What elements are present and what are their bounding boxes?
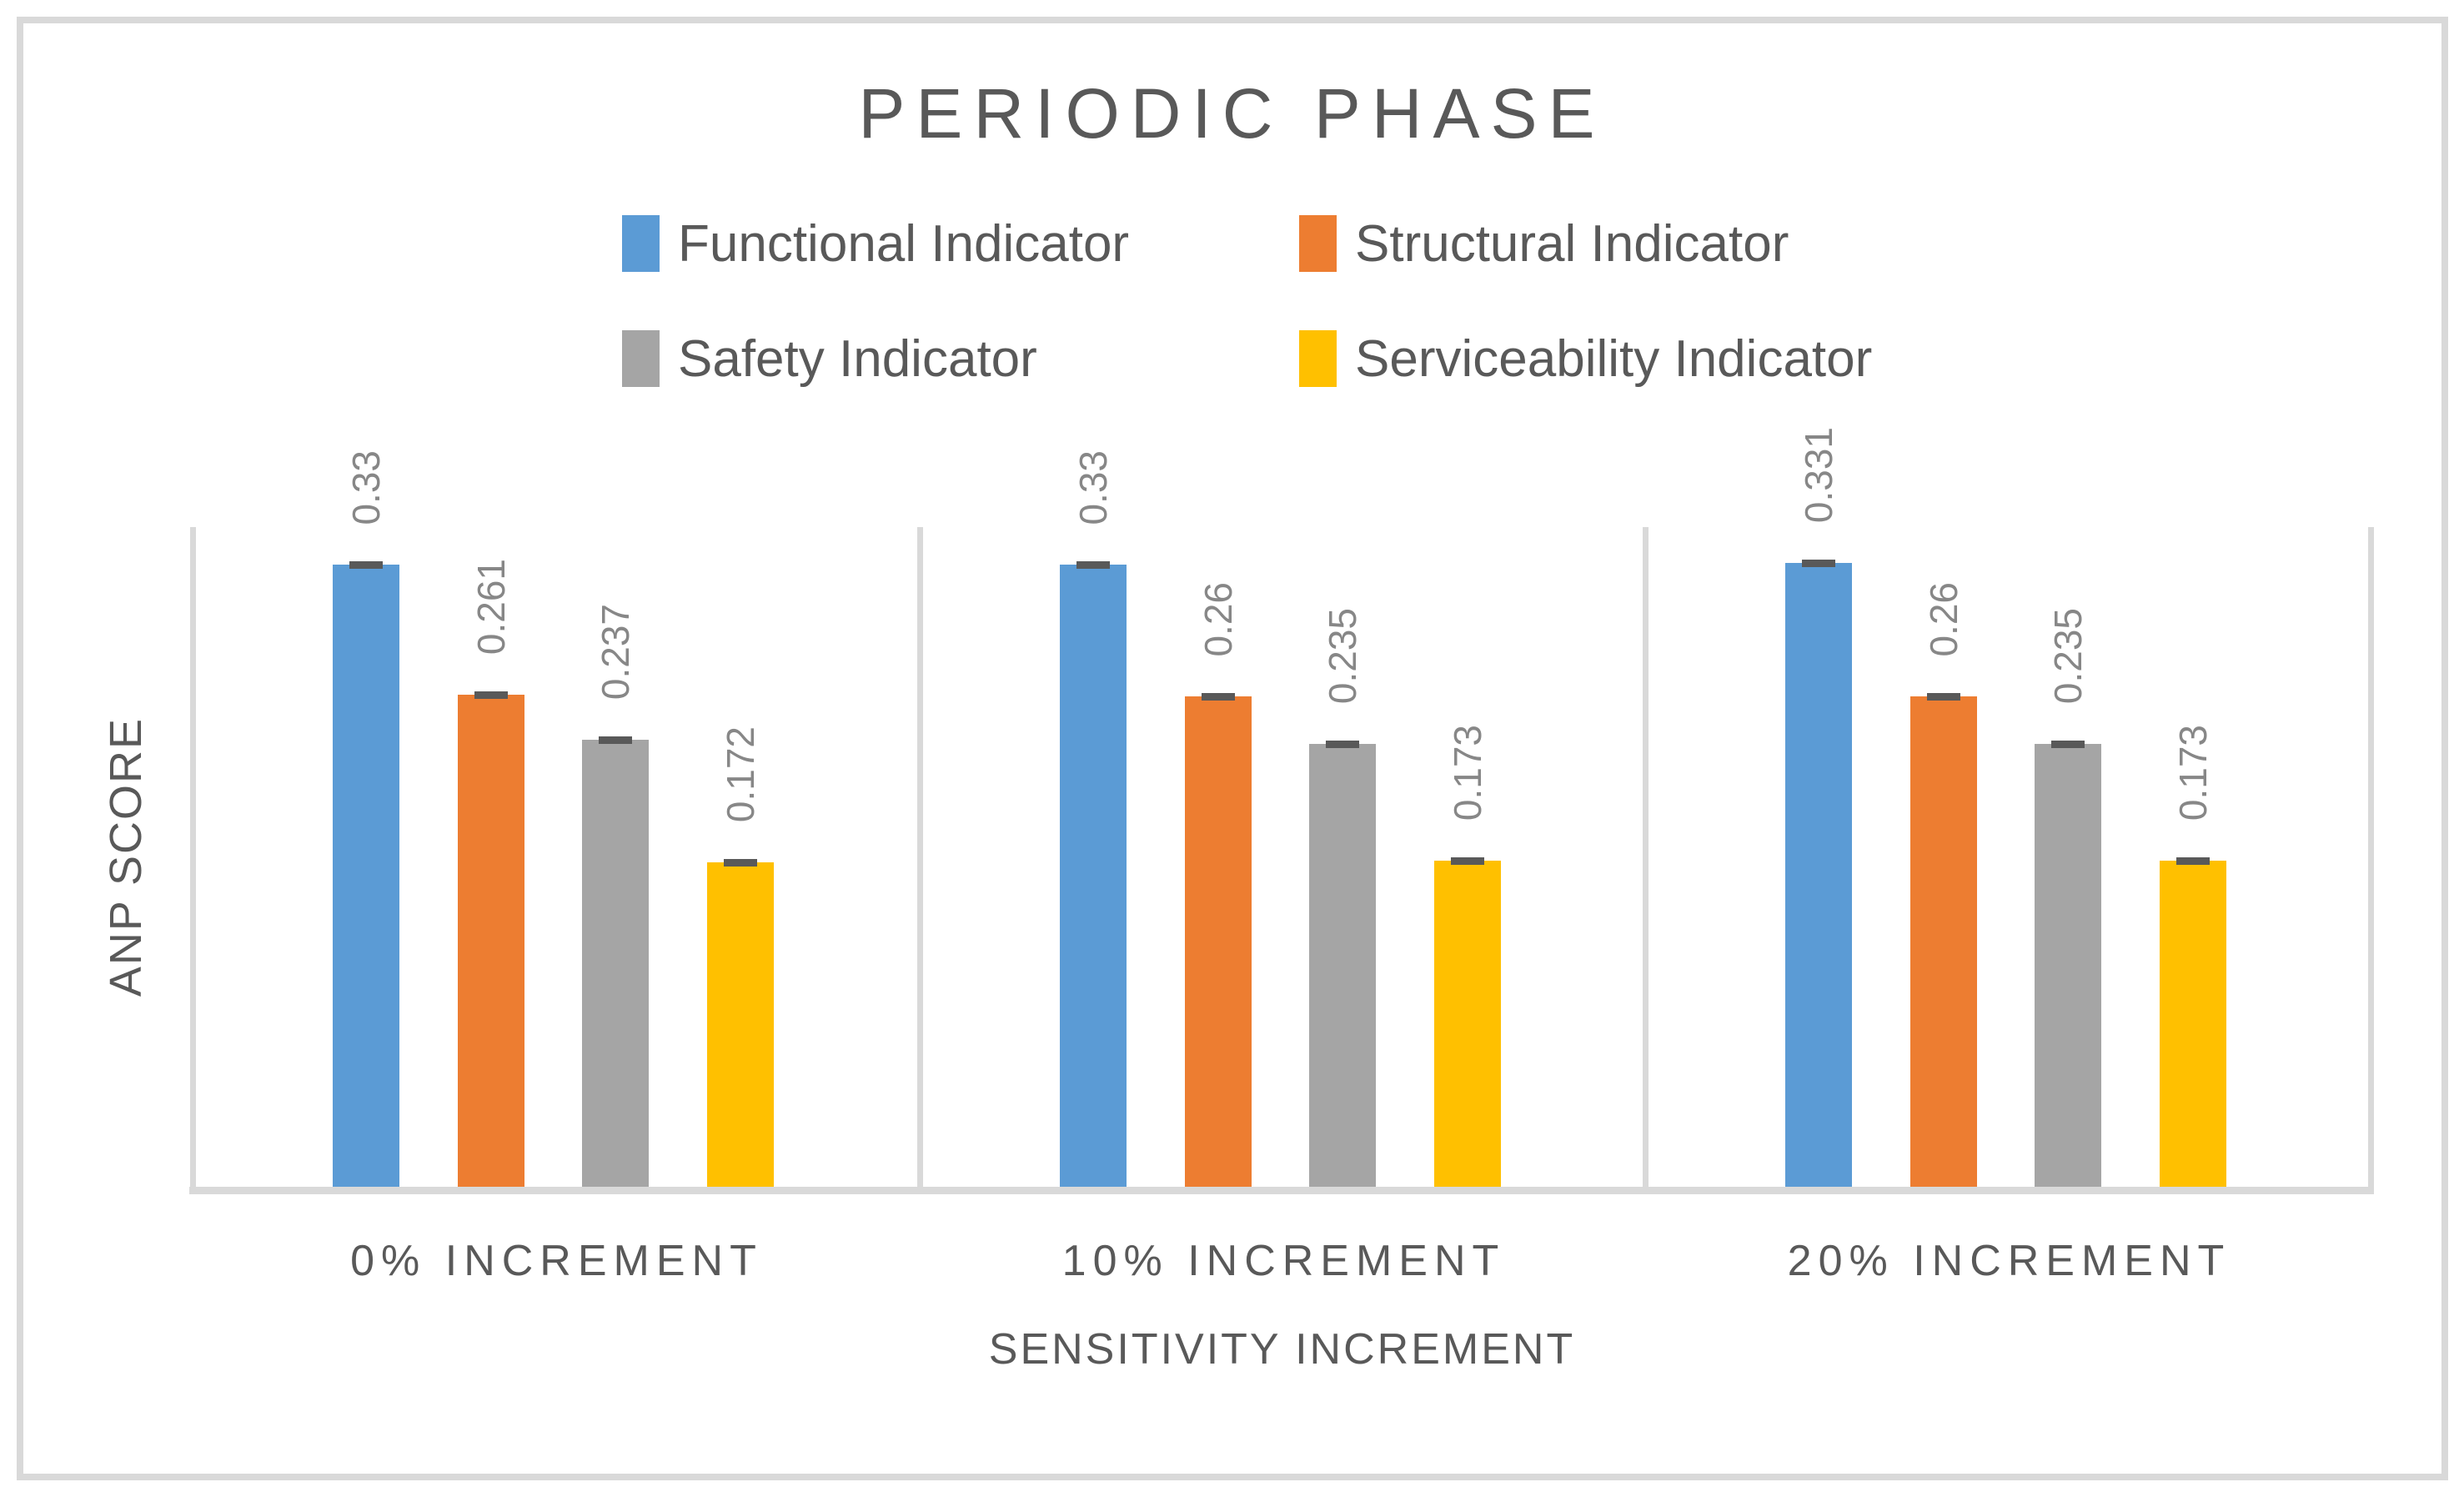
legend-label: Functional Indicator bbox=[678, 214, 1130, 273]
bar-serviceability-indicator-0-increment bbox=[706, 862, 774, 1187]
category-label: 10% INCREMENT bbox=[1061, 1237, 1506, 1285]
legend-item-functional-indicator: Functional Indicator bbox=[622, 214, 1130, 273]
legend-item-structural-indicator: Structural Indicator bbox=[1299, 214, 1789, 273]
legend-swatch-structural-indicator bbox=[1299, 215, 1337, 272]
bar-value-label: 0.237 bbox=[594, 604, 637, 701]
category-label: 0% INCREMENT bbox=[350, 1237, 763, 1285]
error-bar-cap bbox=[1926, 693, 1960, 701]
error-bar-cap bbox=[599, 736, 632, 745]
bar-value-label: 0.26 bbox=[1921, 581, 1965, 657]
legend-label: Safety Indicator bbox=[678, 329, 1037, 388]
bar-serviceability-indicator-20-increment bbox=[2159, 861, 2226, 1187]
legend-swatch-functional-indicator bbox=[622, 215, 660, 272]
x-axis-line bbox=[189, 1187, 2374, 1194]
bar-value-label: 0.173 bbox=[1445, 724, 1489, 821]
bar-safety-indicator-0-increment bbox=[582, 740, 649, 1187]
bar-safety-indicator-20-increment bbox=[2035, 743, 2101, 1187]
bar-value-label: 0.331 bbox=[1797, 426, 1840, 523]
bar-structural-indicator-0-increment bbox=[457, 695, 524, 1187]
category-separator-line bbox=[2368, 527, 2374, 1187]
error-bar-cap bbox=[349, 561, 383, 570]
legend-swatch-safety-indicator bbox=[622, 330, 660, 387]
bar-serviceability-indicator-10-increment bbox=[1433, 861, 1501, 1187]
bar-value-label: 0.33 bbox=[1071, 450, 1115, 525]
category-label: 20% INCREMENT bbox=[1787, 1237, 2231, 1285]
chart-title: PERIODIC PHASE bbox=[858, 74, 1606, 153]
x-axis-title: SENSITIVITY INCREMENT bbox=[988, 1325, 1576, 1374]
category-separator-line bbox=[917, 527, 923, 1187]
error-bar-cap bbox=[1326, 740, 1359, 748]
legend-item-safety-indicator: Safety Indicator bbox=[622, 329, 1037, 388]
legend-swatch-serviceability-indicator bbox=[1299, 330, 1337, 387]
error-bar-cap bbox=[1076, 561, 1110, 570]
y-axis-title-wrap: ANP SCORE bbox=[100, 527, 152, 1187]
category-separator-line bbox=[1643, 527, 1649, 1187]
bar-value-label: 0.235 bbox=[1321, 607, 1364, 704]
error-bar-cap bbox=[1450, 857, 1484, 866]
bar-functional-indicator-0-increment bbox=[333, 565, 399, 1187]
bar-structural-indicator-10-increment bbox=[1184, 696, 1252, 1187]
legend-item-serviceability-indicator: Serviceability Indicator bbox=[1299, 329, 1873, 388]
error-bar-cap bbox=[723, 859, 757, 867]
category-separator-line bbox=[190, 527, 196, 1187]
bar-structural-indicator-20-increment bbox=[1909, 696, 1977, 1187]
bar-functional-indicator-20-increment bbox=[1785, 562, 1852, 1187]
error-bar-cap bbox=[474, 691, 508, 700]
error-bar-cap bbox=[1201, 693, 1235, 701]
bar-value-label: 0.172 bbox=[718, 726, 762, 823]
error-bar-cap bbox=[1802, 559, 1835, 567]
legend-label: Serviceability Indicator bbox=[1355, 329, 1873, 388]
y-axis-title: ANP SCORE bbox=[101, 716, 151, 997]
bar-functional-indicator-10-increment bbox=[1060, 565, 1127, 1187]
bar-safety-indicator-10-increment bbox=[1309, 743, 1376, 1187]
bar-value-label: 0.173 bbox=[2170, 724, 2215, 821]
error-bar-cap bbox=[2051, 740, 2085, 748]
error-bar-cap bbox=[2175, 857, 2210, 866]
bar-value-label: 0.261 bbox=[469, 559, 513, 656]
bar-value-label: 0.235 bbox=[2046, 607, 2090, 704]
legend-label: Structural Indicator bbox=[1355, 214, 1789, 273]
bar-value-label: 0.26 bbox=[1196, 581, 1240, 657]
bar-value-label: 0.33 bbox=[344, 450, 388, 525]
